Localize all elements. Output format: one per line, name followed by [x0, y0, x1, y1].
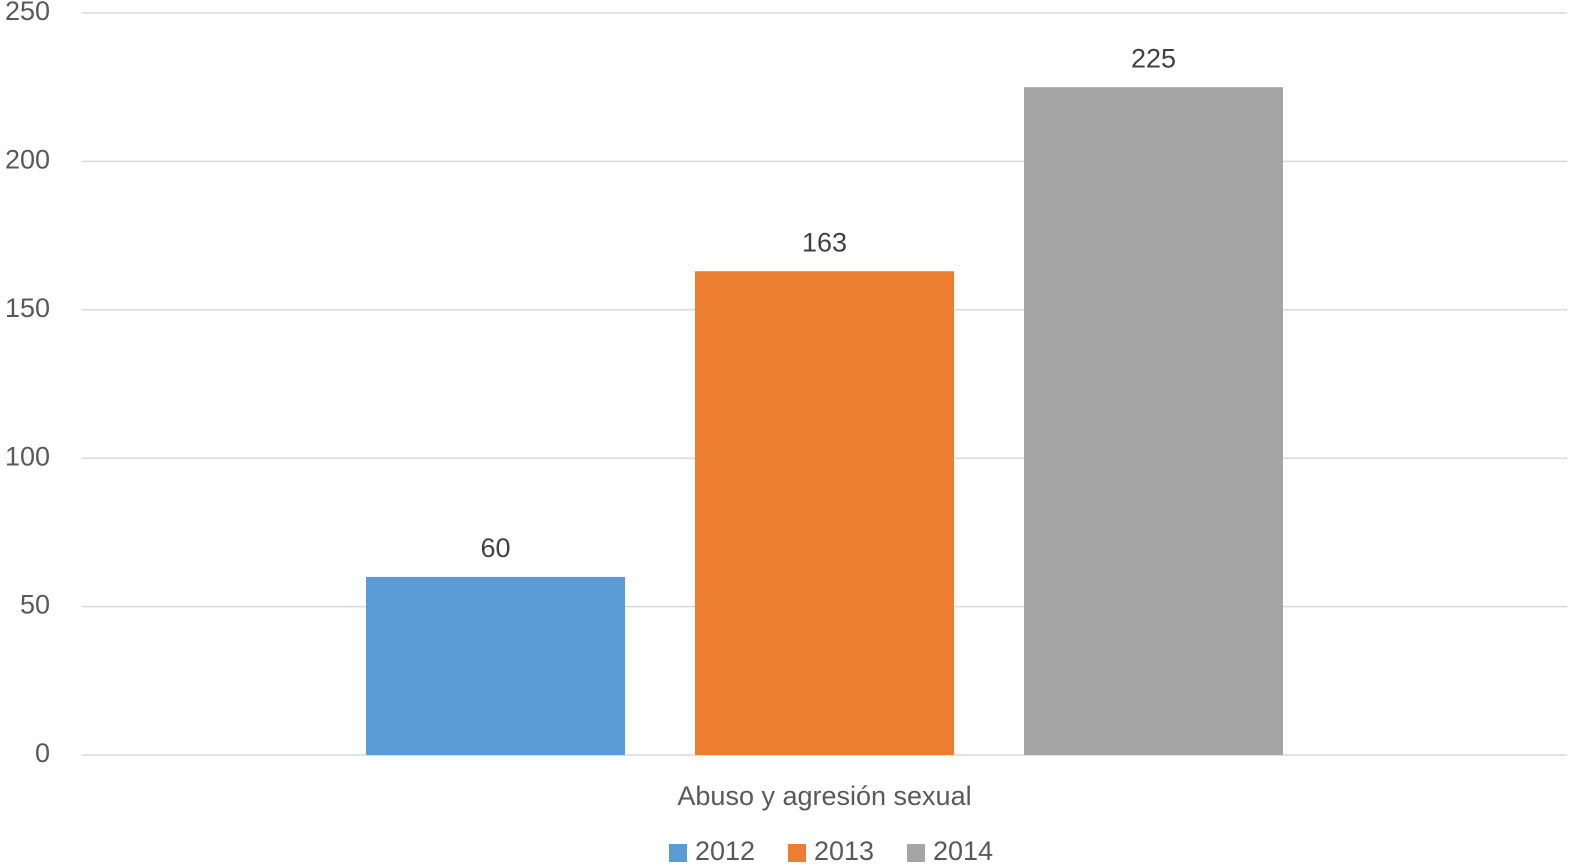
- y-tick-label: 0: [35, 738, 50, 768]
- bar: [1024, 87, 1283, 755]
- y-tick-label: 100: [5, 441, 50, 471]
- data-label: 163: [802, 227, 847, 257]
- bar: [366, 576, 625, 755]
- y-tick-label: 50: [20, 590, 50, 620]
- y-tick-label: 250: [5, 0, 50, 26]
- data-label: 225: [1131, 43, 1176, 73]
- x-tick-label: Abuso y agresión sexual: [677, 781, 971, 811]
- bar: [695, 271, 954, 755]
- y-tick-label: 200: [5, 145, 50, 175]
- legend-label: 2013: [814, 836, 874, 866]
- legend-label: 2014: [933, 836, 993, 866]
- y-tick-label: 150: [5, 293, 50, 323]
- legend-swatch: [788, 844, 806, 862]
- legend-swatch: [669, 844, 687, 862]
- legend-label: 2012: [695, 836, 755, 866]
- data-label: 60: [480, 533, 510, 563]
- legend-swatch: [907, 844, 925, 862]
